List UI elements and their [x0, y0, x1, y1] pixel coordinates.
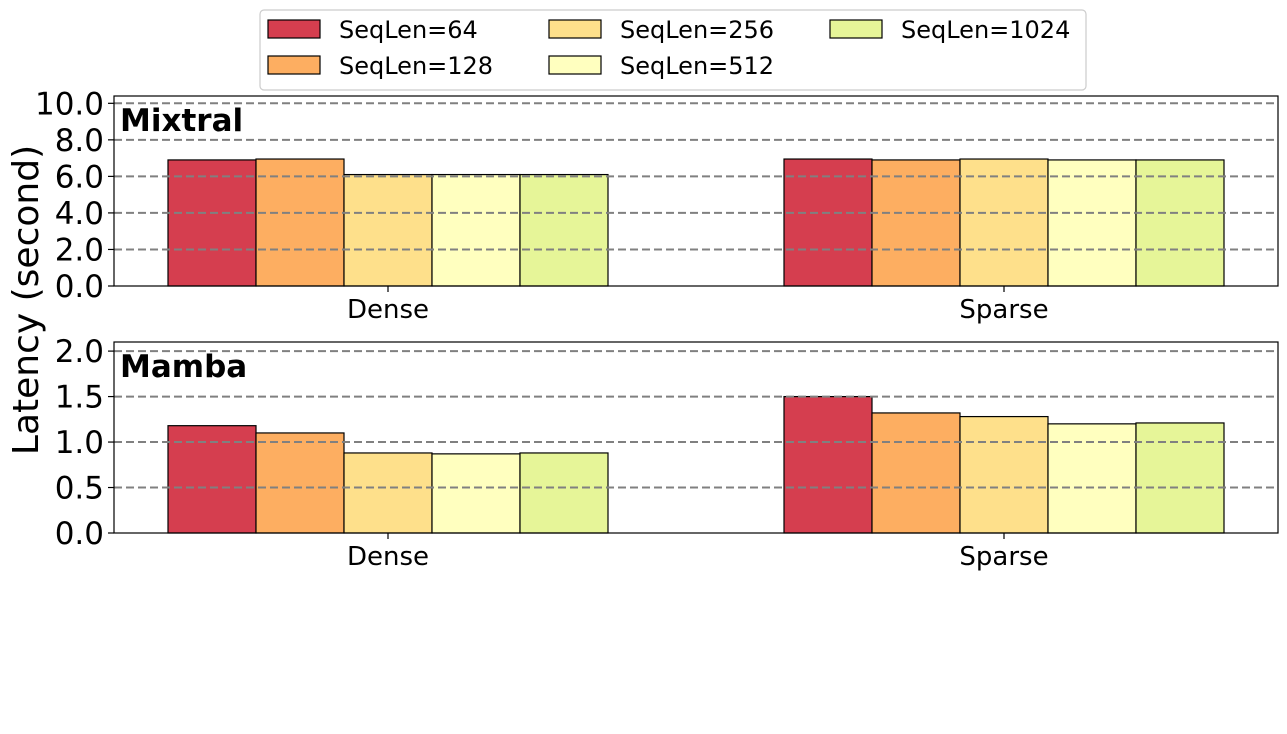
- bar-dense-series-2: [343, 452, 433, 534]
- panel-title: Mixtral: [120, 103, 243, 139]
- x-tick-label-dense: Dense: [347, 295, 429, 325]
- bar-sparse-series-3: [1047, 159, 1137, 287]
- panel-mixtral: 0.02.04.06.08.010.0 Dense Sparse Mixtral: [35, 86, 1279, 325]
- y-tick-label: 2.0: [55, 334, 104, 370]
- legend-label: SeqLen=512: [620, 52, 774, 80]
- y-tick-label: 0.5: [55, 471, 104, 507]
- legend-swatch: [548, 55, 602, 75]
- axes-frame: [113, 341, 1279, 534]
- bar-sparse-series-3: [1047, 423, 1137, 534]
- bar-sparse-series-2: [959, 415, 1049, 534]
- y-tick-label: 6.0: [55, 159, 104, 195]
- bar-dense-series-3: [431, 453, 521, 534]
- panel-title: Mamba: [120, 349, 247, 385]
- legend-swatch: [829, 19, 883, 39]
- y-tick-label: 10.0: [35, 86, 104, 122]
- legend-label: SeqLen=128: [339, 52, 493, 80]
- legend-label: SeqLen=1024: [901, 16, 1070, 44]
- bar-dense-series-1: [255, 432, 345, 534]
- bar-dense-series-1: [255, 158, 345, 287]
- y-tick-label: 4.0: [55, 196, 104, 232]
- legend-swatch: [267, 55, 321, 75]
- bar-sparse-series-0: [783, 395, 873, 534]
- y-axis-label: Latency (second): [6, 145, 47, 455]
- bar-dense-series-4: [519, 452, 609, 534]
- legend-label: SeqLen=256: [620, 16, 774, 44]
- legend-label: SeqLen=64: [339, 16, 478, 44]
- bar-sparse-series-1: [871, 412, 961, 534]
- x-tick-label-sparse: Sparse: [959, 542, 1048, 572]
- bar-sparse-series-0: [783, 158, 873, 287]
- bar-dense-series-3: [431, 173, 521, 287]
- bar-dense-series-4: [519, 173, 609, 287]
- x-tick-label-dense: Dense: [347, 542, 429, 572]
- bar-dense-series-2: [343, 173, 433, 287]
- axes-frame: [113, 95, 1279, 287]
- bar-dense-series-0: [167, 159, 257, 287]
- bar-sparse-series-4: [1135, 422, 1225, 534]
- x-tick-label-sparse: Sparse: [959, 295, 1048, 325]
- y-tick-label: 0.0: [55, 269, 104, 305]
- bar-sparse-series-4: [1135, 159, 1225, 287]
- y-tick-label: 1.0: [55, 425, 104, 461]
- panel-mamba: 0.0 0.5 1.0 1.5 2.0 Dense Sparse Mamba: [55, 334, 1279, 572]
- legend-swatch: [267, 19, 321, 39]
- y-tick-label: 0.0: [55, 516, 104, 552]
- y-tick-label: 2.0: [55, 232, 104, 268]
- bar-dense-series-0: [167, 425, 257, 534]
- y-tick-label: 1.5: [55, 380, 104, 416]
- legend-swatch: [548, 19, 602, 39]
- y-tick-label: 8.0: [55, 123, 104, 159]
- bar-sparse-series-2: [959, 158, 1049, 287]
- legend: SeqLen=64 SeqLen=128 SeqLen=256 SeqLen=512 S…: [259, 9, 1087, 91]
- bar-sparse-series-1: [871, 159, 961, 287]
